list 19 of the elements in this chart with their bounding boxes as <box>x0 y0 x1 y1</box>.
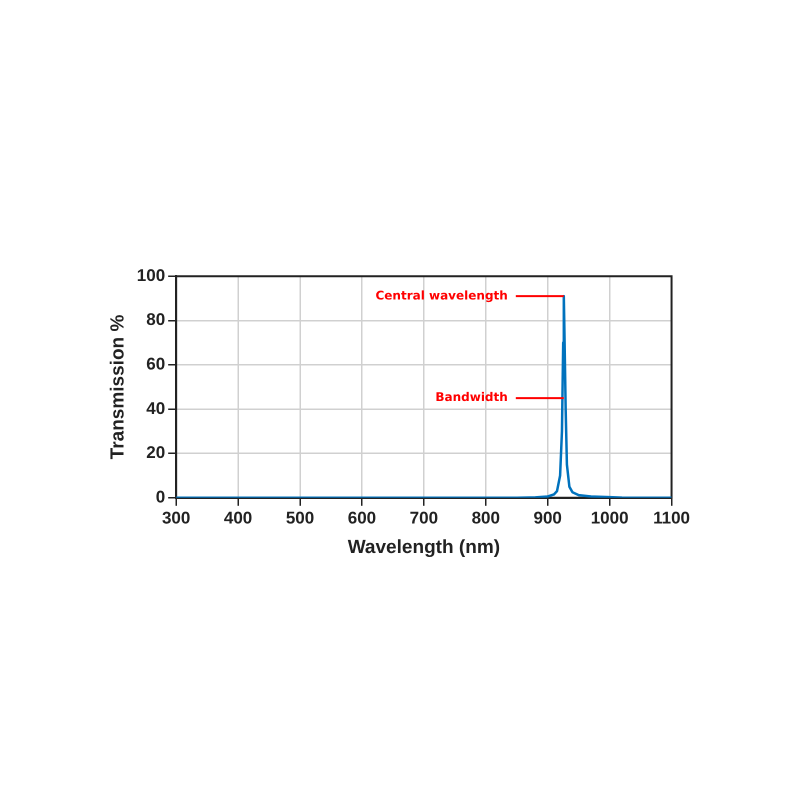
annotation: Central wavelength <box>375 288 508 302</box>
x-tick-label: 1100 <box>653 508 690 528</box>
x-tick-label: 400 <box>224 508 252 528</box>
x-tick-label: 600 <box>348 508 376 528</box>
x-tick-label: 1000 <box>590 508 629 528</box>
y-tick-label: 80 <box>146 310 166 330</box>
y-tick-label: 0 <box>156 487 166 506</box>
annotation: Bandwidth <box>435 390 508 404</box>
x-tick-label: 300 <box>162 508 190 528</box>
y-tick-label: 20 <box>146 443 166 462</box>
y-tick-label: 40 <box>146 398 166 418</box>
x-tick-label: 900 <box>534 508 562 528</box>
x-tick-label: 800 <box>472 508 500 528</box>
y-tick-label: 100 <box>136 266 166 285</box>
x-tick-label: 500 <box>286 508 314 528</box>
x-tick-label: 700 <box>410 508 438 528</box>
x-axis-title: Wavelength (nm) <box>348 536 500 558</box>
y-tick-label: 60 <box>146 354 166 374</box>
y-axis-title: Transmission % <box>108 314 129 460</box>
